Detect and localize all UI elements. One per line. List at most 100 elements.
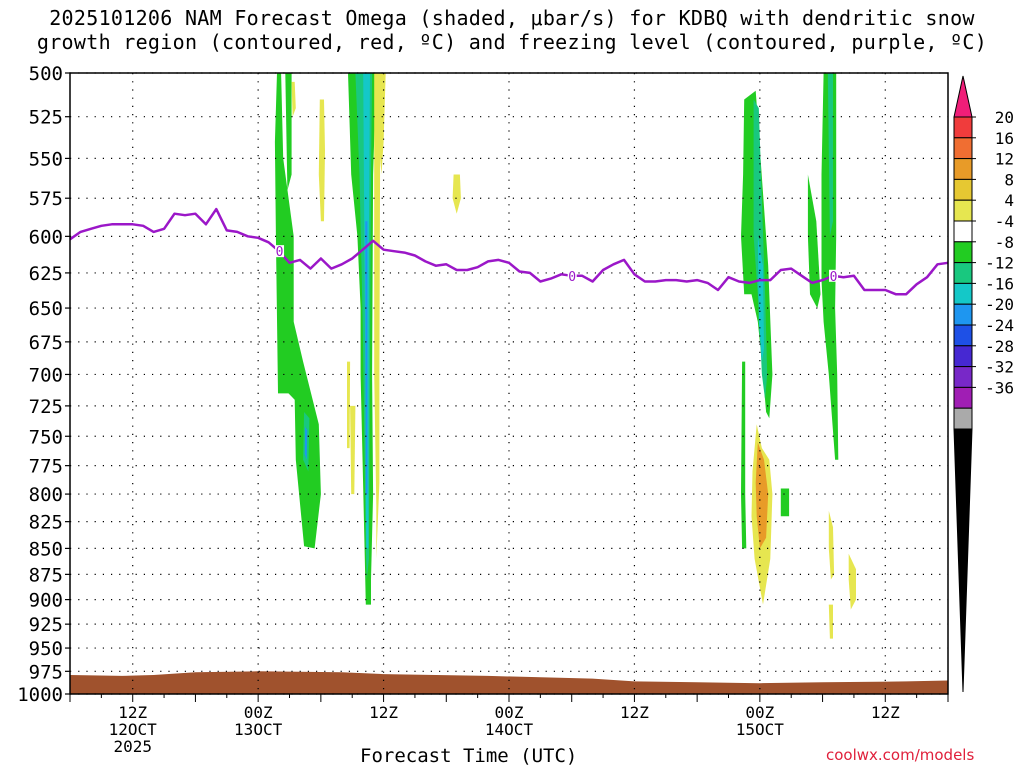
colorbar-segment bbox=[953, 199, 973, 222]
omega-region bbox=[350, 405, 356, 495]
omega-region bbox=[318, 99, 325, 222]
colorbar-segment bbox=[953, 407, 973, 430]
contour-label: 0 bbox=[276, 245, 284, 260]
colorbar-label: -24 bbox=[985, 316, 1014, 335]
y-tick-label: 625 bbox=[29, 263, 63, 285]
omega-region bbox=[304, 426, 308, 460]
x-tick-label: 12Z bbox=[118, 703, 147, 722]
omega-region bbox=[741, 361, 747, 549]
plot-border bbox=[69, 72, 949, 695]
y-axis: 500 525 550 575 600 625 650 675 700 725 750 775 800 8… bbox=[17, 63, 70, 706]
omega-region bbox=[807, 174, 821, 309]
colorbar-segment bbox=[953, 386, 973, 409]
colorbar: 20 16 128 4 -4 -8 -12-16 -20 -24 -28 -32-36 bbox=[953, 75, 1014, 693]
colorbar-label: 12 bbox=[995, 150, 1014, 169]
y-tick-label: 875 bbox=[29, 564, 63, 586]
y-tick-label: 825 bbox=[29, 512, 63, 534]
y-tick-label: 750 bbox=[29, 426, 63, 448]
colorbar-label: -16 bbox=[985, 274, 1014, 293]
grid-lines bbox=[70, 72, 948, 695]
colorbar-label: -4 bbox=[995, 212, 1014, 231]
colorbar-segment bbox=[953, 220, 973, 243]
colorbar-label: -12 bbox=[985, 254, 1014, 273]
omega-region bbox=[828, 604, 833, 639]
colorbar-segment bbox=[953, 324, 973, 347]
omega-region bbox=[291, 81, 296, 117]
x-tick-label: 12OCT bbox=[109, 720, 158, 739]
colorbar-label: 20 bbox=[995, 108, 1014, 127]
omega-shading bbox=[274, 73, 856, 639]
colorbar-segment bbox=[953, 345, 973, 368]
x-axis-label: Forecast Time (UTC) bbox=[360, 745, 578, 767]
colorbar-arrow-top bbox=[953, 75, 973, 118]
x-tick-label: 14OCT bbox=[485, 720, 534, 739]
y-tick-label: 700 bbox=[29, 364, 63, 386]
x-tick-label: 12Z bbox=[871, 703, 900, 722]
colorbar-segment bbox=[953, 137, 973, 160]
x-tick-label: 13OCT bbox=[234, 720, 283, 739]
omega-region bbox=[757, 236, 764, 362]
colorbar-segment bbox=[953, 158, 973, 180]
y-tick-label: 600 bbox=[29, 226, 63, 248]
y-tick-label: 850 bbox=[29, 538, 63, 560]
omega-region bbox=[828, 510, 835, 580]
colorbar-label: 16 bbox=[995, 129, 1014, 148]
y-tick-label: 1000 bbox=[17, 684, 63, 706]
colorbar-label: -32 bbox=[985, 358, 1014, 377]
omega-region bbox=[821, 73, 839, 460]
x-tick-label: 00Z bbox=[244, 703, 273, 722]
title-line-2: growth region (contoured, red, ºC) and f… bbox=[36, 30, 988, 54]
omega-region bbox=[452, 174, 461, 214]
contour-label-bg bbox=[829, 269, 839, 282]
y-tick-label: 675 bbox=[29, 332, 63, 354]
y-tick-label: 975 bbox=[29, 661, 63, 683]
y-tick-label: 500 bbox=[29, 63, 63, 85]
y-tick-label: 800 bbox=[29, 484, 63, 506]
omega-region bbox=[780, 488, 790, 517]
y-tick-label: 925 bbox=[29, 614, 63, 636]
title-line-1: 2025101206 NAM Forecast Omega (shaded, μ… bbox=[49, 6, 975, 30]
terrain-area bbox=[70, 671, 948, 694]
credit-link[interactable]: coolwx.com/models bbox=[826, 746, 975, 764]
plot-frame bbox=[69, 72, 949, 695]
omega-region bbox=[848, 553, 856, 610]
contour-label-bg bbox=[567, 269, 577, 282]
colorbar-label: -20 bbox=[985, 295, 1014, 314]
omega-region bbox=[753, 99, 768, 400]
colorbar-label: 4 bbox=[1004, 191, 1014, 210]
contour-label-bg bbox=[275, 245, 285, 258]
colorbar-label: -28 bbox=[985, 337, 1014, 356]
x-tick-label: 15OCT bbox=[736, 720, 785, 739]
omega-region bbox=[285, 73, 292, 191]
colorbar-label: -8 bbox=[995, 233, 1014, 252]
colorbar-segment bbox=[953, 116, 973, 139]
colorbar-segment bbox=[953, 303, 973, 326]
freezing-level-line bbox=[69, 207, 949, 296]
colorbar-label: -36 bbox=[985, 378, 1014, 397]
x-tick-label: 00Z bbox=[495, 703, 524, 722]
y-tick-label: 650 bbox=[29, 298, 63, 320]
omega-region bbox=[365, 221, 368, 495]
y-tick-label: 525 bbox=[29, 107, 63, 129]
y-tick-label: 550 bbox=[29, 148, 63, 170]
y-tick-label: 950 bbox=[29, 638, 63, 660]
omega-region bbox=[374, 73, 381, 559]
y-tick-label: 900 bbox=[29, 590, 63, 612]
omega-region bbox=[347, 361, 351, 449]
colorbar-label: 8 bbox=[1004, 170, 1014, 189]
x-tick-label: 2025 bbox=[113, 737, 152, 756]
colorbar-segment bbox=[953, 178, 973, 201]
colorbar-segment bbox=[953, 241, 973, 264]
colorbar-arrow-bottom bbox=[953, 428, 973, 693]
y-tick-label: 775 bbox=[29, 456, 63, 478]
x-tick-label: 12Z bbox=[369, 703, 398, 722]
x-tick-label: 00Z bbox=[745, 703, 774, 722]
colorbar-segment bbox=[953, 262, 973, 284]
omega-region bbox=[827, 73, 833, 237]
y-tick-label: 725 bbox=[29, 396, 63, 418]
contour-label: 0 bbox=[830, 270, 838, 285]
x-tick-label: 12Z bbox=[620, 703, 649, 722]
y-tick-label: 575 bbox=[29, 188, 63, 210]
surface-terrain bbox=[70, 671, 948, 694]
